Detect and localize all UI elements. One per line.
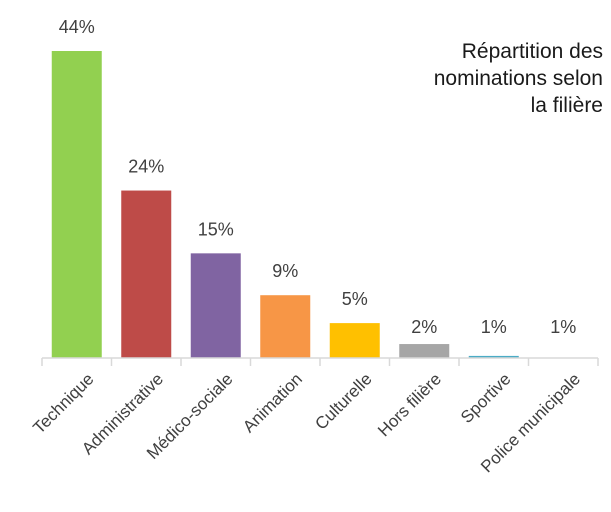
- value-label-police-municipale: 1%: [550, 317, 576, 337]
- bar-technique: [51, 51, 102, 358]
- chart-title-line-3: la filière: [530, 94, 603, 117]
- category-label-animation: Animation: [239, 369, 306, 436]
- bar-hors-filiere: [399, 344, 450, 358]
- value-label-hors-filiere: 2%: [411, 317, 437, 337]
- value-label-technique: 44%: [59, 17, 95, 37]
- chart-title-line-1: Répartition des: [461, 40, 603, 63]
- bar-administrative: [121, 190, 172, 358]
- bar-culturelle: [329, 323, 380, 358]
- value-label-medico-sociale: 15%: [198, 219, 234, 239]
- value-label-administrative: 24%: [128, 157, 164, 177]
- bar-animation: [260, 295, 311, 358]
- category-label-sportive: Sportive: [457, 369, 515, 427]
- chart-title-line-2: nominations selon: [433, 67, 603, 90]
- category-label-technique: Technique: [29, 369, 97, 437]
- bar-sportive: [468, 355, 519, 358]
- value-label-sportive: 1%: [481, 317, 507, 337]
- chart-title: Répartition des nominations selon la fil…: [343, 38, 603, 119]
- value-label-culturelle: 5%: [342, 289, 368, 309]
- value-label-animation: 9%: [272, 261, 298, 281]
- category-label-hors-filiere: Hors filière: [374, 369, 445, 440]
- category-label-culturelle: Culturelle: [311, 369, 375, 433]
- bar-medico-sociale: [190, 253, 241, 358]
